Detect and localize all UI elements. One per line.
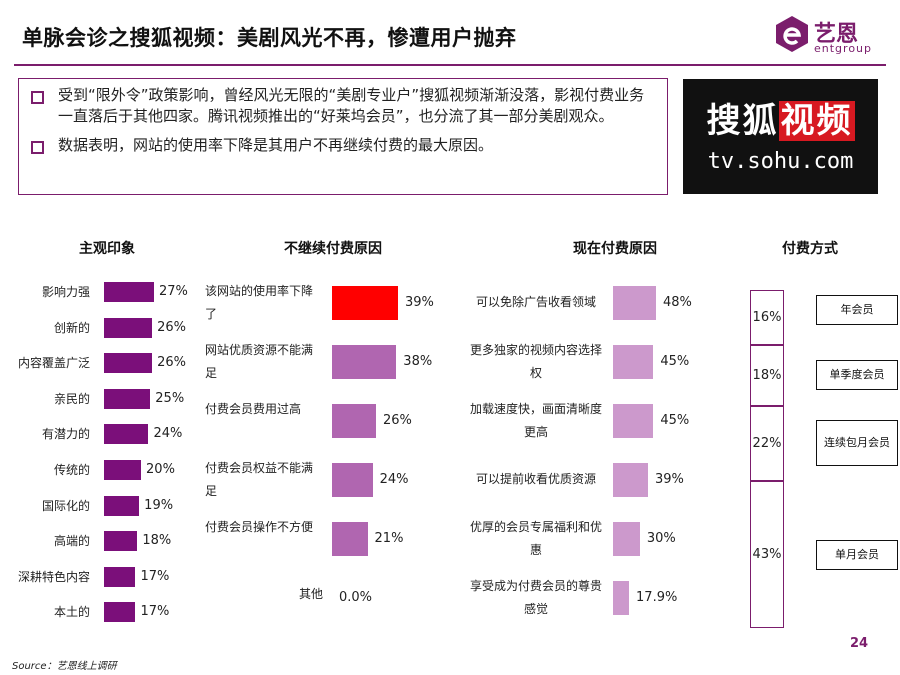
entgroup-logo: 艺恩 entgroup [772,14,882,58]
impression-value-label: 27% [159,284,188,299]
pay-method-segment: 18% [750,344,784,407]
impression-bar [104,602,136,623]
stop-reason-value-label: 24% [379,472,409,487]
pay-reason-category-label: 可以提前收看优质资源 [475,472,596,486]
impression-category-label: 国际化的 [41,498,90,513]
chart-title-stop-reason: 不继续付费原因 [284,241,382,257]
sohu-brand-a: 搜狐 [706,101,779,141]
pay-reason-category-label: 可以免除广告收看领域 [475,295,596,309]
summary-text-1: 受到“限外令”政策影响，曾经风光无限的“美剧专业户”搜狐视频渐渐没落，影视付费业… [58,86,645,125]
stop-reason-bar [332,463,373,497]
impression-category-label: 深耕特色内容 [17,569,90,584]
impression-category-label: 传统的 [53,463,90,477]
pay-method-label: 年会员 [816,295,898,325]
logo-sub-text: entgroup [814,42,872,55]
sohu-brand-b: 视频 [778,101,855,141]
impression-category-label: 高端的 [53,534,90,549]
pay-reason-value-label: 45% [660,413,690,428]
pay-reason-bar [613,404,654,438]
pay-reason-value-label: 48% [663,295,692,310]
stop-reason-category-label: 付费会员操作不方便 [205,520,314,534]
pay-reason-value-label: 39% [654,472,684,487]
pay-method-label: 连续包月会员 [816,420,898,466]
sohu-url: tv.sohu.com [707,149,854,174]
page-title: 单脉会诊之搜狐视频：美剧风光不再，惨遭用户抛弃 [22,26,517,50]
stop-reason-bar [332,522,368,556]
impression-category-label: 创新的 [53,320,90,335]
pay-reason-category-label: 享受成为付费会员的尊贵感觉 [469,579,602,616]
impression-bar [104,317,153,338]
pay-reason-category-label: 更多独家的视频内容选择权 [469,343,602,380]
entgroup-logo-icon [776,16,808,52]
chart-title-pay-reason: 现在付费原因 [573,241,657,257]
pay-method-segment: 22% [750,406,784,482]
sohu-video-logo-image: 搜狐视频 tv.sohu.com [683,79,878,194]
stop-reason-value-label: 0.0% [339,590,373,605]
pay-reason-value-label: 45% [660,354,690,369]
impression-category-label: 本土的 [53,605,90,620]
pay-method-label: 单月会员 [816,540,898,570]
stop-reason-category-label: 网站优质资源不能满足 [205,343,314,380]
stop-reason-value-label: 39% [405,295,434,310]
impression-bar [104,495,140,516]
pay-method-label: 单季度会员 [816,360,898,390]
stop-reason-bar [332,404,376,438]
title-divider [14,64,886,66]
pay-reason-bar [613,286,656,320]
stop-reason-category-label: 付费会员权益不能满足 [205,461,314,498]
source-note: Source：艺恩线上调研 [12,661,117,672]
stop-reason-value-label: 21% [374,531,404,546]
chart-title-pay-method: 付费方式 [782,241,838,257]
summary-box: 受到“限外令”政策影响，曾经风光无限的“美剧专业户”搜狐视频渐渐没落，影视付费业… [18,78,668,195]
pay-reason-bar [613,345,654,379]
impression-value-label: 24% [153,426,183,442]
pay-reason-bar [613,581,630,615]
pay-method-segment: 16% [750,290,784,345]
impression-bar [104,460,142,480]
stop-reason-bar [332,345,397,379]
stop-reason-category-label: 付费会员费用过高 [205,402,302,416]
impression-bar [104,353,153,374]
summary-text-2: 数据表明，网站的使用率下降是其用户不再继续付费的最大原因。 [58,136,494,154]
pay-reason-category-label: 加载速度快，画面清晰度更高 [469,402,602,439]
impression-value-label: 26% [157,355,187,371]
summary-bullet-2: 数据表明，网站的使用率下降是其用户不再继续付费的最大原因。 [29,135,657,156]
page-number: 24 [850,636,869,651]
impression-value-label: 17% [140,604,170,620]
impression-bar [104,566,136,587]
stop-reason-bar [332,286,398,320]
impression-value-label: 18% [142,533,172,549]
stop-reason-value-label: 26% [383,413,412,428]
pay-reason-value-label: 17.9% [636,590,678,605]
logo-main-text: 艺恩 [814,22,859,47]
impression-value-label: 19% [144,497,174,513]
impression-bar [104,531,138,552]
stop-reason-category-label: 该网站的使用率下降了 [205,284,314,321]
bullet-square-icon [31,141,44,154]
impression-category-label: 内容覆盖广泛 [17,356,90,371]
pay-reason-bar [613,522,640,556]
impression-value-label: 17% [140,568,170,584]
impression-bar [104,388,151,409]
impression-value-label: 26% [157,319,187,335]
pay-reason-category-label: 优厚的会员专属福利和优惠 [469,520,602,557]
pay-reason-bar [613,463,648,497]
impression-category-label: 有潜力的 [41,427,90,442]
impression-category-label: 影响力强 [41,285,90,299]
impression-value-label: 20% [146,462,175,477]
impression-category-label: 亲民的 [53,391,90,406]
sohu-brand: 搜狐视频 [683,93,878,142]
impression-bar [104,282,154,302]
pay-method-segment: 43% [750,481,784,628]
chart-title-impression: 主观印象 [79,241,135,257]
summary-bullet-1: 受到“限外令”政策影响，曾经风光无限的“美剧专业户”搜狐视频渐渐没落，影视付费业… [29,85,657,127]
stop-reason-value-label: 38% [403,354,433,369]
pay-reason-value-label: 30% [646,531,676,546]
impression-bar [104,424,149,445]
bullet-square-icon [31,91,44,104]
impression-value-label: 25% [155,390,185,406]
stop-reason-category-label: 其他 [298,587,323,601]
